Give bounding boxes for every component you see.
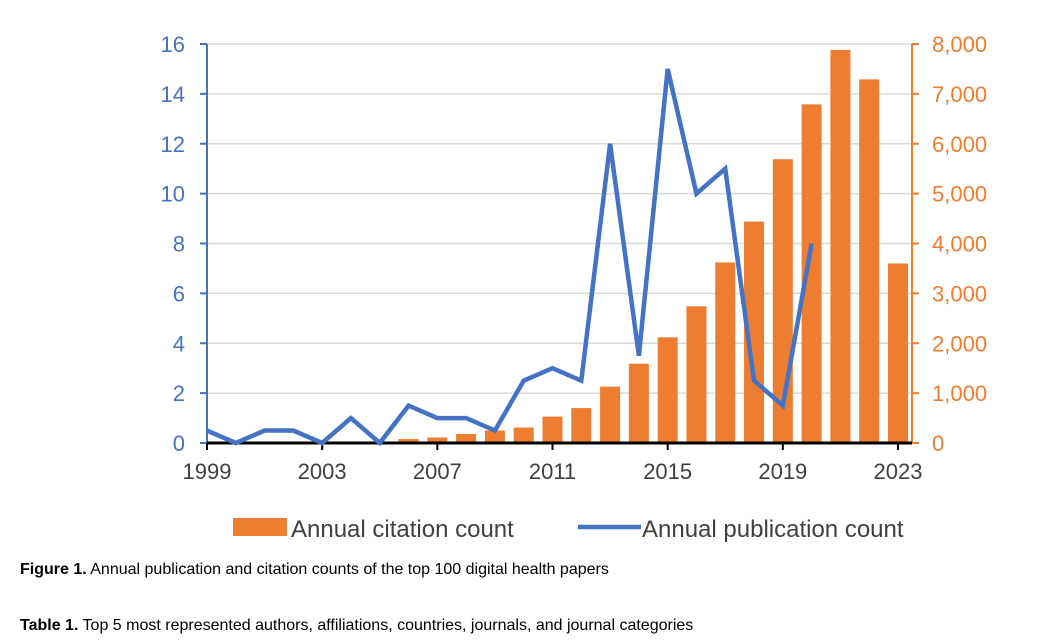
left-tick-label: 12	[161, 132, 185, 157]
bar-2007	[427, 437, 448, 443]
legend-bar-label: Annual citation count	[291, 516, 514, 543]
figure-text: Annual publication and citation counts o…	[86, 561, 609, 578]
publication-line	[206, 68, 814, 447]
left-tick-label: 4	[173, 331, 185, 356]
left-tick-label: 2	[173, 381, 185, 406]
right-tick-label: 7,000	[932, 82, 987, 107]
bar-2022	[859, 79, 880, 443]
right-tick-label: 0	[932, 431, 944, 456]
x-tick-label: 2003	[298, 459, 347, 484]
bar-2006	[398, 439, 419, 443]
table-caption: Table 1. Top 5 most represented authors,…	[20, 617, 693, 635]
bar-2016	[686, 306, 707, 443]
figure-caption: Figure 1. Annual publication and citatio…	[20, 561, 609, 579]
right-tick-label: 5,000	[932, 182, 987, 207]
right-tick-label: 2,000	[932, 331, 987, 356]
bar-2011	[542, 416, 563, 443]
x-tick-label: 1999	[183, 459, 232, 484]
right-tick-label: 6,000	[932, 132, 987, 157]
x-tick-label: 2015	[643, 459, 692, 484]
right-tick-label: 4,000	[932, 232, 987, 257]
left-tick-label: 0	[173, 431, 185, 456]
x-tick-label: 2011	[529, 459, 576, 484]
legend-line-label: Annual publication count	[642, 516, 904, 543]
bar-2009	[484, 430, 505, 443]
left-tick-label: 8	[173, 232, 185, 257]
combo-chart: 0 2 4 6 8 10 12 14 16 0 1,000 2,000 3,000 4,000 5,000 6…	[161, 32, 988, 543]
bar-2008	[456, 434, 477, 443]
x-tick-label: 2007	[413, 459, 462, 484]
table-text: Top 5 most represented authors, affiliat…	[78, 617, 694, 634]
left-tick-label: 6	[173, 281, 185, 306]
legend-bar-swatch	[233, 518, 287, 536]
right-tick-label: 1,000	[932, 381, 987, 406]
bar-2023	[888, 263, 908, 443]
right-tick-label: 3,000	[932, 281, 987, 306]
bar-2012	[571, 408, 592, 443]
bar-2021	[830, 49, 851, 444]
bar-2014	[628, 363, 649, 443]
table-label: Table 1.	[20, 617, 79, 634]
bar-2017	[715, 262, 736, 443]
left-tick-label: 14	[161, 82, 185, 107]
left-tick-label: 10	[161, 182, 185, 207]
bar-2013	[600, 386, 621, 443]
figure-label: Figure 1.	[20, 561, 87, 578]
bar-2015	[657, 337, 678, 443]
left-tick-label: 16	[161, 32, 185, 57]
right-tick-label: 8,000	[932, 32, 987, 57]
x-tick-label: 2019	[758, 459, 807, 484]
x-tick-label: 2023	[874, 459, 923, 484]
bar-2020	[801, 104, 822, 443]
bar-2010	[513, 427, 534, 443]
